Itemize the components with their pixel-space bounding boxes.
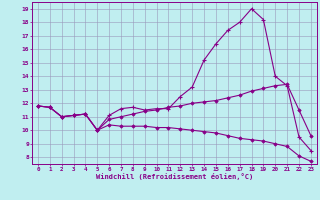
X-axis label: Windchill (Refroidissement éolien,°C): Windchill (Refroidissement éolien,°C) xyxy=(96,173,253,180)
